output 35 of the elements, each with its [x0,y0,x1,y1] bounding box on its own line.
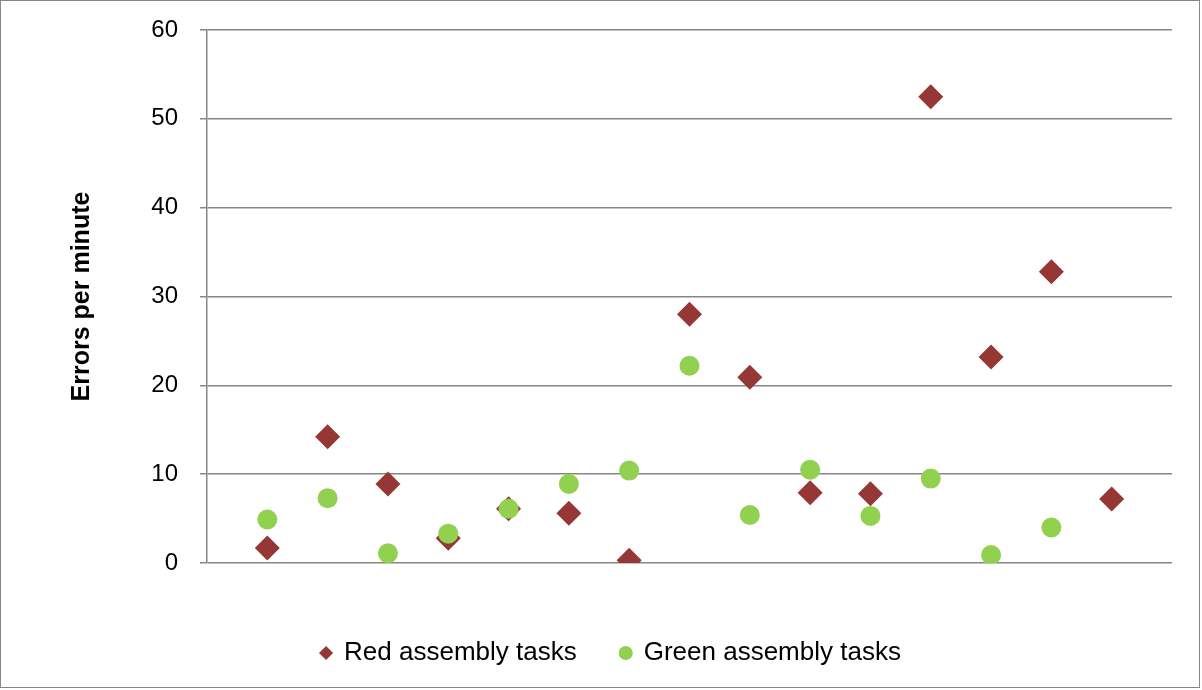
point [978,344,1004,370]
point [679,355,700,376]
point [981,545,1002,563]
point [556,500,582,526]
point [438,523,459,544]
y-tick-label: 0 [164,547,178,575]
point [739,505,760,526]
y-tick-label: 10 [151,458,178,486]
y-axis-title: Errors per minute [65,191,94,402]
point [920,468,941,489]
point [619,460,640,481]
point [800,459,821,480]
point [254,535,280,561]
point [315,424,341,450]
point [1099,486,1125,512]
y-tick-label: 60 [151,14,178,42]
y-tick-label: 30 [151,281,178,309]
y-tick-label: 50 [151,103,178,131]
point [1038,259,1064,285]
legend-label: Green assembly tasks [643,636,901,667]
point [918,84,944,110]
point [375,471,401,497]
point [860,505,881,526]
point [558,473,579,494]
point [857,481,883,507]
y-tick-label: 20 [151,369,178,397]
point [737,364,763,390]
point [257,509,278,530]
point [677,301,702,327]
legend-label: Red assembly tasks [344,636,577,667]
point [797,480,823,506]
y-tick-label: 40 [151,192,178,220]
point [1041,517,1062,538]
point [377,543,398,563]
point [317,488,338,509]
